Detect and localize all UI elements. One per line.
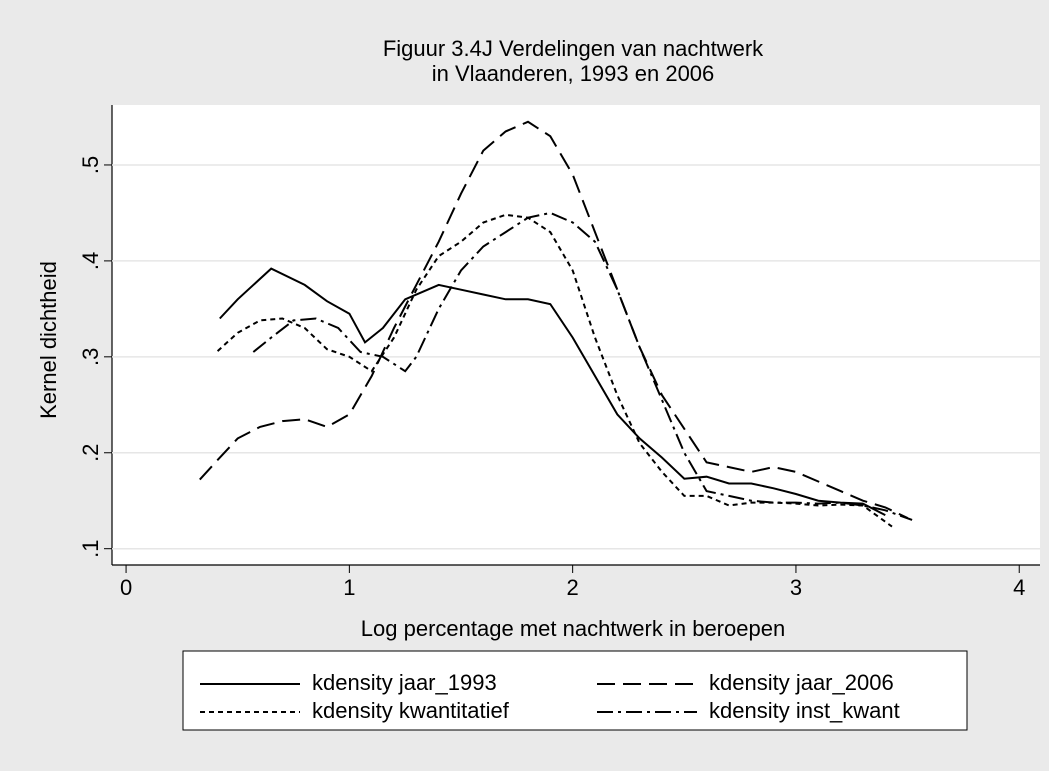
x-tick-label: 1 bbox=[343, 575, 355, 600]
x-tick-label: 3 bbox=[790, 575, 802, 600]
chart-subtitle: in Vlaanderen, 1993 en 2006 bbox=[432, 61, 715, 86]
series-line bbox=[199, 120, 909, 519]
series-line bbox=[252, 211, 913, 521]
y-tick-label: .1 bbox=[78, 540, 103, 558]
series-line bbox=[219, 267, 886, 516]
y-tick-label: .4 bbox=[78, 252, 103, 270]
chart-title: Figuur 3.4J Verdelingen van nachtwerk bbox=[383, 36, 764, 61]
y-axis-label: Kernel dichtheid bbox=[36, 261, 61, 419]
x-tick-label: 0 bbox=[120, 575, 132, 600]
legend-label: kdensity inst_kwant bbox=[709, 698, 900, 723]
legend-label: kdensity kwantitatief bbox=[312, 698, 510, 723]
y-tick-label: .3 bbox=[78, 348, 103, 366]
y-tick-label: .5 bbox=[78, 156, 103, 174]
legend-label: kdensity jaar_1993 bbox=[312, 670, 497, 695]
legend-label: kdensity jaar_2006 bbox=[709, 670, 894, 695]
x-tick-label: 2 bbox=[567, 575, 579, 600]
legend bbox=[182, 650, 968, 731]
plot-area bbox=[112, 105, 1040, 565]
x-tick-label: 4 bbox=[1013, 575, 1025, 600]
series-line bbox=[216, 213, 893, 528]
x-axis-label: Log percentage met nachtwerk in beroepen bbox=[361, 616, 785, 641]
y-tick-label: .2 bbox=[78, 444, 103, 462]
